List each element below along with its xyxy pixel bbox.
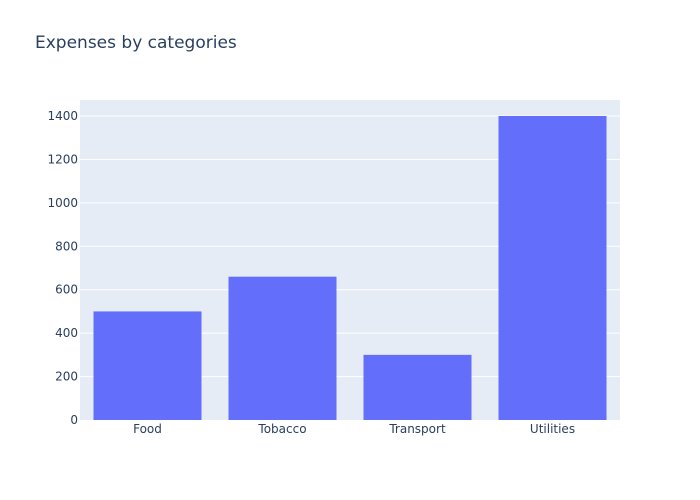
x-tick-label-food: Food <box>133 422 162 436</box>
bar-food[interactable] <box>93 311 202 420</box>
y-tick-label: 1200 <box>47 152 78 166</box>
bar-tobacco[interactable] <box>228 276 337 420</box>
y-tick-label: 1400 <box>47 109 78 123</box>
y-tick-label: 1000 <box>47 196 78 210</box>
y-tick-label: 400 <box>55 326 78 340</box>
x-tick-label-tobacco: Tobacco <box>257 422 306 436</box>
y-tick-label: 600 <box>55 283 78 297</box>
x-tick-label-utilities: Utilities <box>530 422 575 436</box>
x-axis-ticks: Food Tobacco Transport Utilities <box>133 422 575 436</box>
chart-title: Expenses by categories <box>35 33 237 53</box>
bars <box>93 116 607 420</box>
bar-transport[interactable] <box>363 354 472 420</box>
bar-utilities[interactable] <box>498 116 607 420</box>
y-axis-ticks: 0 200 400 600 800 1000 1200 1400 <box>47 109 78 427</box>
x-tick-label-transport: Transport <box>388 422 446 436</box>
y-tick-label: 200 <box>55 370 78 384</box>
y-tick-label: 0 <box>70 413 78 427</box>
y-tick-label: 800 <box>55 239 78 253</box>
